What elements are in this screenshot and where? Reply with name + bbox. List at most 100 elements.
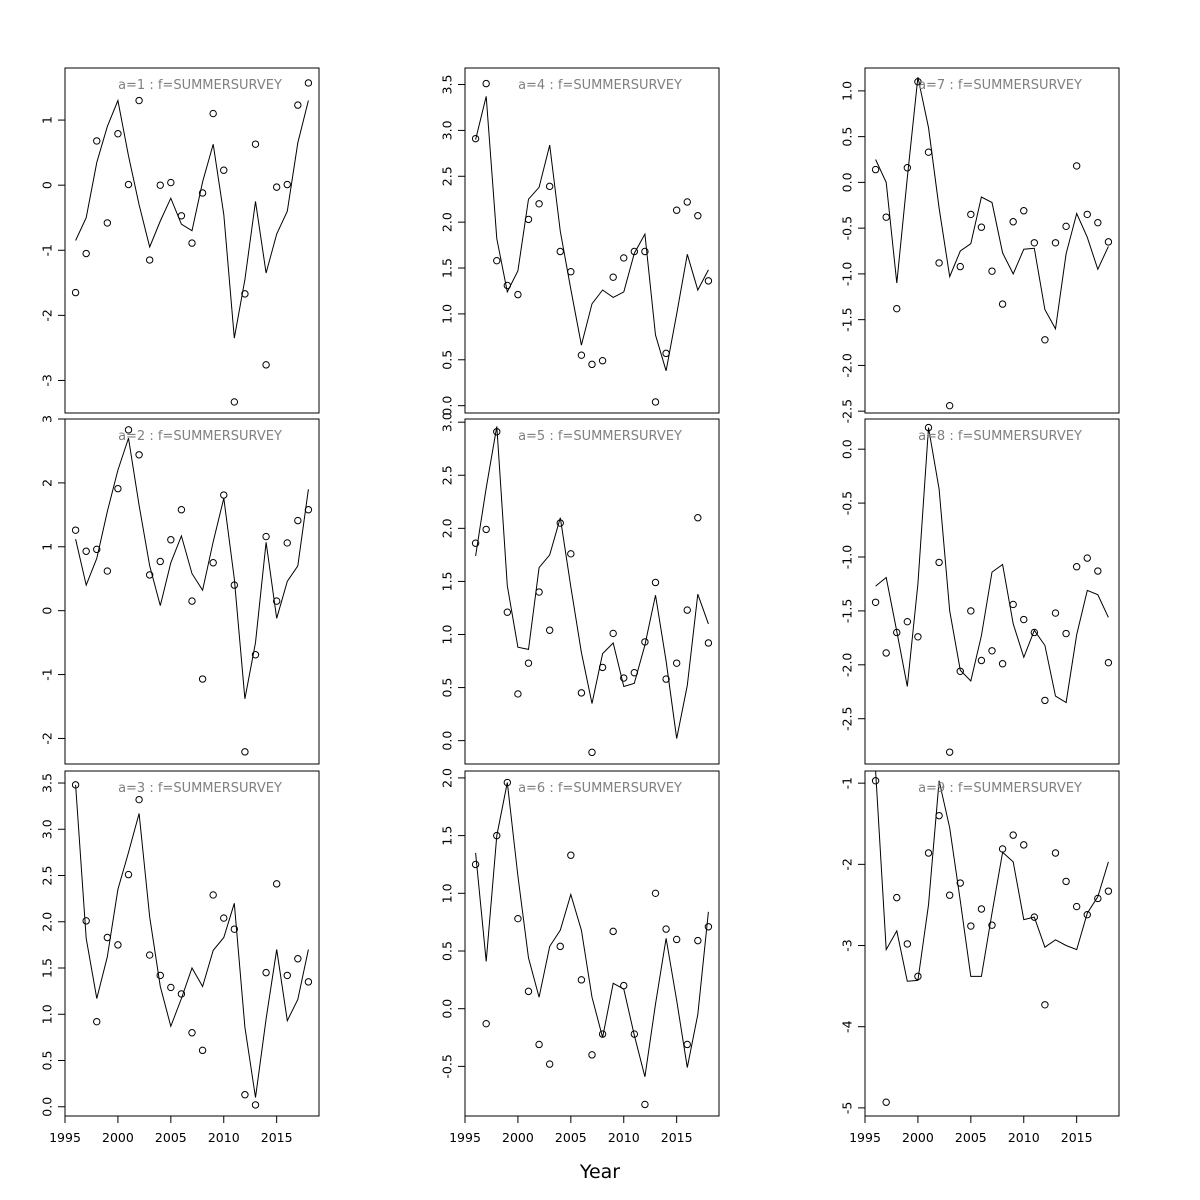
observed-point (914, 633, 922, 641)
observed-point (1072, 563, 1081, 571)
observed-point (1009, 831, 1017, 839)
y-tick-label: 1.0 (40, 1004, 55, 1024)
observed-point (514, 690, 522, 698)
panel: -2.5 -2.0 -1.5 -1.0 -0.5 0.0 0.5 1.0 a=7 : f=SUM… (840, 67, 1120, 423)
observed-point (524, 987, 533, 996)
observed-point (1051, 609, 1060, 617)
observed-point (1104, 887, 1113, 895)
observed-point (1030, 628, 1039, 637)
observed-point (651, 578, 660, 587)
observed-point (641, 638, 649, 646)
observed-point (882, 213, 890, 221)
observed-point (577, 976, 586, 984)
observed-point (220, 166, 228, 174)
fitted-line (875, 77, 1109, 331)
observed-point (177, 990, 186, 998)
observed-point (82, 917, 90, 925)
observed-point (124, 180, 133, 189)
panel-title: a=9 : f=SUMMERSURVEY (918, 781, 1082, 796)
observed-point (1009, 600, 1017, 609)
observed-point (956, 879, 964, 887)
observed-point (545, 182, 554, 191)
observed-point (251, 651, 260, 659)
y-tick-label: 1 (40, 116, 55, 124)
y-tick-label: 2.5 (440, 166, 455, 186)
observed-point (567, 851, 575, 859)
observed-point (609, 273, 617, 281)
observed-point (1030, 913, 1039, 921)
y-tick-label: -5 (840, 1102, 855, 1114)
x-tick-label: 2005 (155, 1130, 187, 1145)
observed-point (935, 259, 943, 267)
observed-point (156, 557, 164, 566)
y-tick-label: 0.5 (40, 1051, 55, 1071)
y-tick-label: 0 (40, 607, 55, 615)
observed-point (524, 215, 533, 224)
observed-point (893, 893, 901, 902)
observed-point (967, 922, 975, 930)
y-tick-label: 2.0 (40, 912, 55, 932)
y-tick-label: -2 (40, 732, 55, 744)
y-tick-label: 3.0 (40, 819, 55, 839)
panel-title: a=5 : f=SUMMERSURVEY (518, 429, 682, 444)
y-tick-label: -2 (40, 309, 55, 321)
observed-point (683, 606, 691, 614)
x-tick-label: 2015 (261, 1130, 293, 1145)
observed-point (598, 356, 607, 365)
observed-point (283, 180, 291, 189)
observed-point (114, 484, 122, 493)
observed-point (471, 539, 480, 547)
observed-point (535, 588, 543, 596)
observed-point (545, 626, 554, 634)
y-tick-label: 0.0 (440, 999, 455, 1019)
observed-point (556, 519, 564, 527)
observed-point (914, 972, 922, 981)
observed-point (651, 889, 660, 898)
observed-point (167, 983, 175, 992)
observed-point (588, 360, 596, 369)
x-tick-label: 2000 (102, 1130, 134, 1145)
observed-point (524, 659, 533, 667)
observed-point (82, 547, 90, 555)
observed-point (903, 617, 912, 626)
observed-point (1062, 629, 1070, 638)
observed-point (704, 639, 713, 647)
y-tick-label: 0 (40, 181, 55, 189)
observed-point (135, 795, 143, 804)
y-tick-label: -1.5 (840, 599, 855, 623)
fitted-line (475, 426, 709, 739)
observed-point (262, 532, 270, 541)
observed-point (82, 249, 90, 258)
y-tick-label: -0.5 (840, 491, 855, 515)
y-tick-label: 3.5 (40, 773, 55, 793)
observed-point (503, 778, 512, 787)
panel-frame (64, 770, 320, 1117)
observed-point (198, 675, 207, 683)
observed-point (230, 925, 239, 933)
observed-point (945, 401, 954, 410)
observed-point (967, 607, 975, 615)
y-tick-label: 2.0 (440, 212, 455, 232)
observed-point (503, 281, 512, 290)
panel-title: a=6 : f=SUMMERSURVEY (518, 781, 682, 796)
x-tick-label: 1995 (449, 1130, 481, 1145)
y-tick-label: -2.0 (840, 353, 855, 377)
observed-point (641, 1100, 649, 1109)
observed-point (672, 206, 681, 214)
observed-point (598, 663, 607, 672)
observed-point (893, 628, 901, 637)
fitted-line (75, 784, 309, 1098)
observed-point (683, 198, 691, 206)
observed-point (294, 516, 302, 525)
observed-point (209, 109, 217, 118)
observed-point (651, 398, 660, 406)
observed-point (177, 212, 186, 220)
panels: -3 -2 -1 0 1 a=1 : f=SUMMERSURVEY -2 -1 0 1 2 3 a=2 … (40, 67, 1120, 1145)
observed-point (114, 941, 122, 949)
y-tick-label: 0.5 (840, 127, 855, 147)
observed-point (694, 212, 702, 220)
observed-point (882, 1098, 890, 1106)
panel-title: a=8 : f=SUMMERSURVEY (918, 429, 1082, 444)
observed-point (998, 660, 1007, 668)
y-tick-label: -2 (840, 858, 855, 870)
